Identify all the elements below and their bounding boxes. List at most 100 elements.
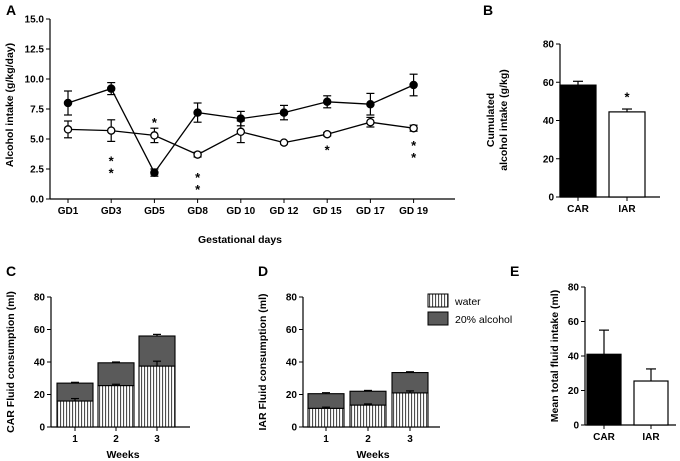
panel-c-y-tick-label: 40 bbox=[34, 358, 46, 369]
panel-d-y-axis-title: IAR Fluid consumption (ml) bbox=[257, 293, 269, 430]
panel-c-x-axis-title: Weeks bbox=[106, 449, 139, 461]
panel-a-x-tick-label: GD1 bbox=[58, 206, 79, 217]
panel-e-y-tick-label: 20 bbox=[568, 386, 580, 397]
panel-a-line-chart: Alcohol intake (g/kg/day) Gestational da… bbox=[4, 15, 455, 246]
panel-a-x-tick-label: GD3 bbox=[101, 206, 122, 217]
panel-e-y-axis-title: Mean total fluid intake (ml) bbox=[549, 290, 561, 422]
panel-b-x-tick-label: IAR bbox=[618, 204, 636, 215]
panel-c-x-tick-label: 2 bbox=[113, 434, 119, 445]
panel-a-x-tick-label: GD8 bbox=[187, 206, 208, 217]
panel-d-y-tick-label: 0 bbox=[291, 423, 297, 434]
panel-b-significance-mark: * bbox=[624, 90, 630, 105]
panel-a-point-iar bbox=[322, 129, 332, 139]
panel-a-point-iar bbox=[236, 127, 246, 137]
panel-letter-a: A bbox=[6, 2, 16, 18]
panel-a-point-iar bbox=[150, 131, 159, 140]
panel-a-point-car bbox=[279, 108, 289, 117]
panel-d-stacked-bar-chart: IAR Fluid consumption (ml) Weeks water 2… bbox=[257, 293, 512, 461]
panel-a-significance-mark: * bbox=[325, 143, 331, 158]
legend-swatch-alcohol bbox=[427, 311, 449, 326]
panel-b-y-axis-title-line-2: alcohol intake (g/kg) bbox=[498, 69, 510, 171]
panel-a-point-car bbox=[409, 80, 418, 90]
panel-c-stacked-bar-chart: CAR Fluid consumption (ml) Weeks 0 20 40 60… bbox=[5, 291, 190, 461]
legend-label-alcohol: 20% alcohol bbox=[455, 314, 512, 326]
panel-e-bar-chart: Mean total fluid intake (ml) 0 20 40 60 80 CA… bbox=[549, 283, 676, 443]
panel-a-x-tick-label: GD 10 bbox=[226, 206, 255, 217]
panel-a-point-iar bbox=[366, 117, 375, 127]
panel-b-y-tick-label: 0 bbox=[548, 193, 554, 204]
panel-a-x-tick-label: GD 12 bbox=[270, 206, 299, 217]
panel-d-bar-alcohol-week-3 bbox=[391, 372, 429, 394]
panel-letter-b: B bbox=[483, 2, 493, 18]
panel-a-y-tick-label: 7.5 bbox=[30, 105, 44, 116]
panel-a-point-iar bbox=[63, 125, 73, 134]
panel-d-bar-alcohol-week-2 bbox=[349, 390, 387, 406]
panel-d-y-tick-label: 60 bbox=[286, 325, 298, 336]
panel-a-y-axis-title: Alcohol intake (g/kg/day) bbox=[4, 43, 16, 167]
panel-c-y-axis-title: CAR Fluid consumption (ml) bbox=[5, 291, 17, 433]
panel-d-y-tick-label: 40 bbox=[286, 358, 298, 369]
panel-a-significance-mark: * bbox=[195, 170, 201, 185]
panel-c-y-tick-label: 60 bbox=[34, 325, 46, 336]
legend-swatch-water bbox=[427, 293, 449, 308]
panel-a-point-iar bbox=[193, 150, 202, 159]
panel-b-y-tick-label: 60 bbox=[543, 78, 555, 89]
panel-a-x-tick-label: GD 15 bbox=[313, 206, 342, 217]
panel-a-significance-mark: * bbox=[411, 138, 417, 153]
panel-d-x-axis-title: Weeks bbox=[356, 449, 389, 461]
panel-a-y-tick-label: 10.0 bbox=[25, 75, 45, 86]
panel-d-bar-alcohol-week-1 bbox=[307, 393, 345, 409]
panel-a-x-tick-label: GD5 bbox=[144, 206, 165, 217]
panel-b-bar-iar bbox=[608, 111, 646, 198]
panel-a-point-car bbox=[322, 97, 332, 107]
panel-b-y-tick-label: 80 bbox=[543, 40, 555, 51]
panel-a-point-car bbox=[63, 98, 73, 108]
panel-c-bar-water-week-1 bbox=[56, 400, 94, 428]
panel-b-x-tick-label: CAR bbox=[567, 204, 589, 215]
panel-a-x-tick-label: GD 17 bbox=[356, 206, 385, 217]
panel-d-x-tick-label: 3 bbox=[407, 434, 413, 445]
panel-a-point-iar bbox=[106, 126, 116, 135]
panel-b-y-tick-label: 20 bbox=[543, 154, 555, 165]
panel-letter-d: D bbox=[258, 263, 268, 279]
panel-a-point-iar bbox=[279, 138, 289, 147]
panel-e-bar-iar bbox=[633, 380, 669, 426]
panel-c-x-tick-label: 3 bbox=[154, 434, 160, 445]
panel-a-point-iar bbox=[409, 123, 418, 133]
panel-a-significance-mark: * bbox=[195, 182, 201, 197]
panel-a-point-car bbox=[193, 108, 202, 117]
panel-a-y-tick-label: 5.0 bbox=[30, 135, 44, 146]
panel-letter-e: E bbox=[510, 263, 519, 279]
panel-a-y-tick-label: 12.5 bbox=[25, 45, 45, 56]
legend-label-water: water bbox=[454, 296, 481, 308]
panel-d-y-tick-label: 80 bbox=[286, 293, 298, 304]
panel-b-y-tick-label: 40 bbox=[543, 116, 555, 127]
panel-a-y-tick-label: 15.0 bbox=[25, 15, 45, 26]
panel-b-bar-chart: Cumulated alcohol intake (g/kg) 0 20 40 60 8… bbox=[485, 40, 660, 215]
panel-a-significance-mark: * bbox=[109, 153, 115, 168]
panel-a-significance-mark: * bbox=[152, 115, 158, 130]
panel-d-bar-water-week-1 bbox=[307, 407, 345, 428]
panel-a-point-car bbox=[366, 99, 375, 109]
panel-letter-c: C bbox=[6, 263, 16, 279]
panel-a-y-tick-label: 2.5 bbox=[30, 165, 44, 176]
panel-b-y-axis-title-line-1: Cumulated bbox=[485, 93, 497, 147]
panel-e-x-tick-label: CAR bbox=[593, 432, 615, 443]
panel-c-bar-alcohol-week-2 bbox=[97, 362, 135, 387]
panel-d-bar-water-week-3 bbox=[391, 392, 429, 428]
panel-e-y-tick-label: 0 bbox=[573, 421, 579, 432]
panel-a-significance-mark: * bbox=[411, 150, 417, 165]
panel-a-x-axis-title: Gestational days bbox=[198, 234, 282, 246]
panel-a-significance-mark: * bbox=[109, 165, 115, 180]
panel-c-y-tick-label: 80 bbox=[34, 293, 46, 304]
panel-c-bar-water-week-3 bbox=[138, 365, 176, 428]
panel-c-y-tick-label: 0 bbox=[39, 423, 45, 434]
panel-d-x-tick-label: 1 bbox=[323, 434, 329, 445]
panel-e-x-tick-label: IAR bbox=[642, 432, 660, 443]
panel-a-point-car bbox=[106, 84, 116, 93]
panel-a-y-tick-label: 0.0 bbox=[30, 195, 44, 206]
panel-d-x-tick-label: 2 bbox=[365, 434, 371, 445]
panel-d-bar-water-week-2 bbox=[349, 404, 387, 428]
panel-c-x-tick-label: 1 bbox=[72, 434, 78, 445]
